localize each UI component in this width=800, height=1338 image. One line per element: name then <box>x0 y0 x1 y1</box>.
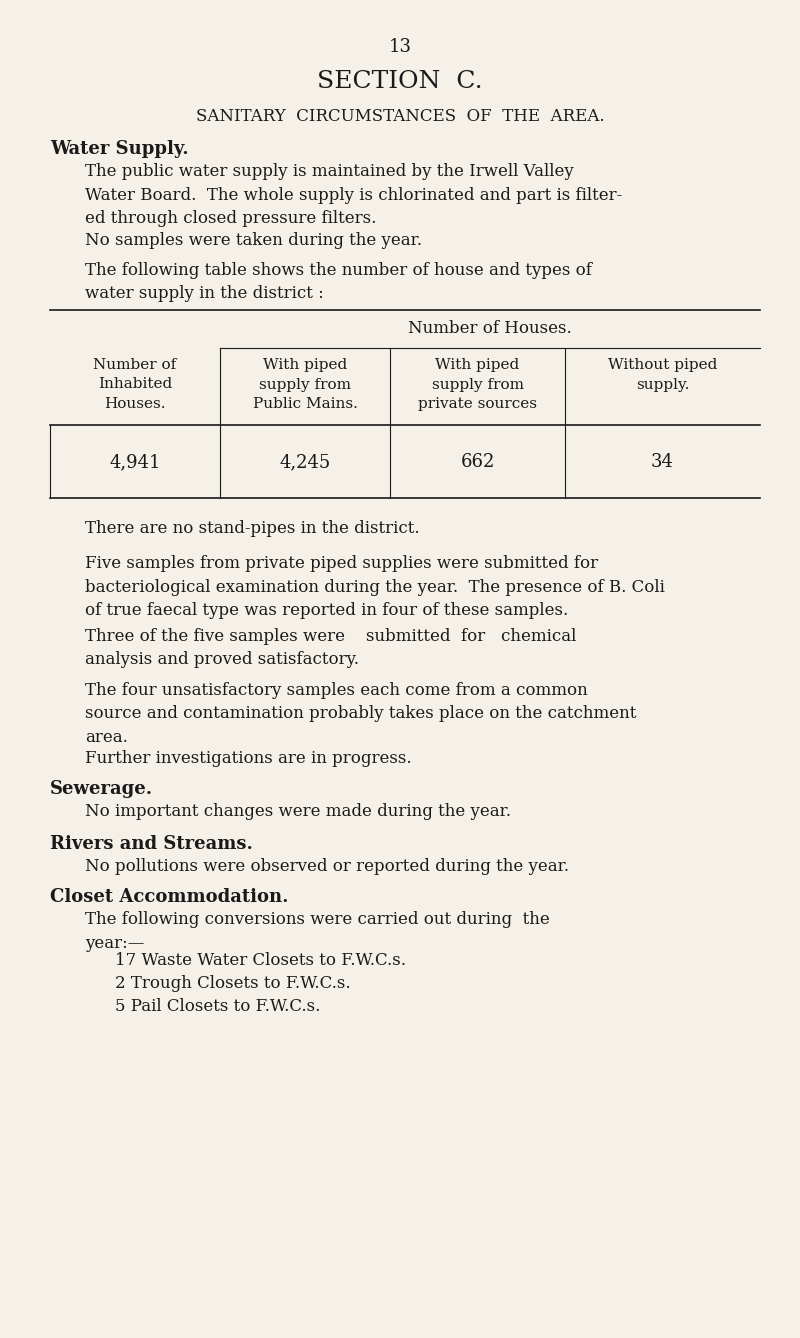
Text: Number of
Inhabited
Houses.: Number of Inhabited Houses. <box>94 359 177 411</box>
Text: Sewerage.: Sewerage. <box>50 780 153 797</box>
Text: 5 Pail Closets to F.W.C.s.: 5 Pail Closets to F.W.C.s. <box>115 998 320 1016</box>
Text: Without piped
supply.: Without piped supply. <box>608 359 717 392</box>
Text: Five samples from private piped supplies were submitted for
bacteriological exam: Five samples from private piped supplies… <box>85 555 665 619</box>
Text: 4,941: 4,941 <box>110 454 161 471</box>
Text: Closet Accommodation.: Closet Accommodation. <box>50 888 289 906</box>
Text: 4,245: 4,245 <box>279 454 330 471</box>
Text: SANITARY  CIRCUMSTANCES  OF  THE  AREA.: SANITARY CIRCUMSTANCES OF THE AREA. <box>196 108 604 124</box>
Text: 13: 13 <box>389 37 411 56</box>
Text: Rivers and Streams.: Rivers and Streams. <box>50 835 253 854</box>
Text: The following table shows the number of house and types of
water supply in the d: The following table shows the number of … <box>85 262 592 302</box>
Text: With piped
supply from
Public Mains.: With piped supply from Public Mains. <box>253 359 358 411</box>
Text: With piped
supply from
private sources: With piped supply from private sources <box>418 359 537 411</box>
Text: No important changes were made during the year.: No important changes were made during th… <box>85 803 511 820</box>
Text: The four unsatisfactory samples each come from a common
source and contamination: The four unsatisfactory samples each com… <box>85 682 636 747</box>
Text: Number of Houses.: Number of Houses. <box>408 320 572 337</box>
Text: 2 Trough Closets to F.W.C.s.: 2 Trough Closets to F.W.C.s. <box>115 975 350 991</box>
Text: 662: 662 <box>460 454 494 471</box>
Text: There are no stand-pipes in the district.: There are no stand-pipes in the district… <box>85 520 420 537</box>
Text: Three of the five samples were    submitted  for   chemical
analysis and proved : Three of the five samples were submitted… <box>85 628 576 669</box>
Text: No pollutions were observed or reported during the year.: No pollutions were observed or reported … <box>85 858 569 875</box>
Text: Further investigations are in progress.: Further investigations are in progress. <box>85 751 412 767</box>
Text: 34: 34 <box>651 454 674 471</box>
Text: No samples were taken during the year.: No samples were taken during the year. <box>85 231 422 249</box>
Text: SECTION  C.: SECTION C. <box>317 70 483 94</box>
Text: The following conversions were carried out during  the
year:—: The following conversions were carried o… <box>85 911 550 951</box>
Text: The public water supply is maintained by the Irwell Valley
Water Board.  The who: The public water supply is maintained by… <box>85 163 622 227</box>
Text: 17 Waste Water Closets to F.W.C.s.: 17 Waste Water Closets to F.W.C.s. <box>115 953 406 969</box>
Text: Water Supply.: Water Supply. <box>50 140 189 158</box>
